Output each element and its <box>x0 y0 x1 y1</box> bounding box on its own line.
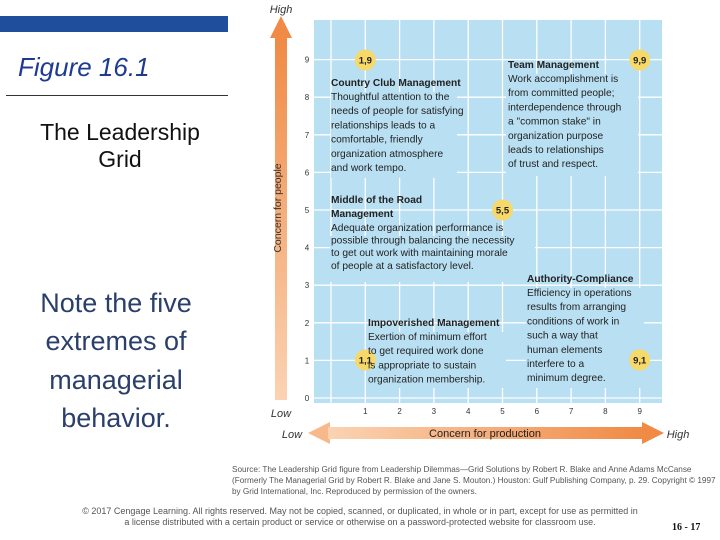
page-number: 16 - 17 <box>672 522 701 533</box>
style-body-line: and work tempo. <box>331 163 406 174</box>
style-body-line: leads to relationships <box>508 145 604 156</box>
style-badge-impoverished <box>354 349 376 371</box>
grid-content: 1,9 Country Club Management Thoughtful att… <box>330 49 651 388</box>
x-tick-label: 6 <box>535 407 540 416</box>
style-body-line: Work accomplishment is <box>508 74 618 85</box>
title-divider <box>6 95 228 96</box>
figure-title: Figure 16.1 <box>18 52 150 82</box>
style-badge-country-club <box>354 49 376 71</box>
x-axis-arrowhead-right <box>642 422 664 444</box>
style-body-line: a "common stake" in <box>508 117 601 128</box>
x-tick-label: 5 <box>500 407 505 416</box>
style-body-line: of people at a satisfactory level. <box>331 261 474 272</box>
y-axis-title: Concern for people <box>272 163 284 252</box>
text-backdrop <box>366 332 506 388</box>
x-tick-label: 4 <box>466 407 471 416</box>
y-tick-label: 0 <box>305 394 310 403</box>
style-body-line: from committed people; <box>508 88 614 99</box>
style-body-line: interdependence through <box>508 102 621 113</box>
y-axis-arrow <box>275 36 287 400</box>
copyright-notice: © 2017 Cengage Learning. All rights rese… <box>82 506 638 528</box>
x-tick-label: 8 <box>603 407 608 416</box>
style-body-line: is appropriate to sustain <box>368 360 476 371</box>
style-body-line: possible through balancing the necessity <box>331 236 515 247</box>
style-body-line: conditions of work in <box>527 316 619 327</box>
x-axis-high-label: High <box>667 429 690 441</box>
style-title-country-club: Country Club Management <box>331 78 461 89</box>
slide-subtitle: The Leadership Grid <box>40 119 200 172</box>
y-tick-label: 4 <box>305 244 310 253</box>
text-backdrop <box>330 236 535 282</box>
style-body-line: comfortable, friendly <box>331 135 424 146</box>
style-body-line: relationships leads to a <box>331 120 436 131</box>
x-tick-label: 2 <box>397 407 402 416</box>
x-tick-label: 9 <box>637 407 642 416</box>
style-body-line: interfere to a <box>527 359 585 370</box>
y-tick-label: 9 <box>305 56 310 65</box>
style-body-line: Thoughtful attention to the <box>331 92 450 103</box>
style-badge-label: 9,9 <box>633 56 646 67</box>
style-title-middle-road: Middle of the Road <box>331 195 422 206</box>
x-axis-arrow <box>328 427 644 439</box>
style-badge-label: 1,9 <box>359 56 372 67</box>
x-axis-arrowhead-left <box>308 422 330 444</box>
leadership-grid-diagram: High Low Concern for people Low High Concern … <box>270 4 690 444</box>
style-body-line: results from arranging <box>527 302 626 313</box>
style-body-line: of trust and respect. <box>508 159 598 170</box>
style-body-line: to get out work with maintaining morale <box>331 248 508 259</box>
style-body-line: such a way that <box>527 331 598 342</box>
y-axis-low-label: Low <box>271 408 292 420</box>
style-body-line: needs of people for satisfying <box>331 106 464 117</box>
y-tick-label: 7 <box>305 131 310 140</box>
style-title-authority: Authority-Compliance <box>527 274 634 285</box>
y-tick-label: 1 <box>305 356 310 365</box>
y-tick-label: 2 <box>305 319 310 328</box>
y-tick-label: 8 <box>305 93 310 102</box>
style-title-team: Team Management <box>508 60 600 71</box>
style-body-line: human elements <box>527 345 602 356</box>
x-tick-label: 1 <box>363 407 368 416</box>
style-body-line: Adequate organization performance is <box>331 223 503 234</box>
text-backdrop <box>526 288 644 388</box>
y-axis-arrowhead <box>270 16 292 38</box>
x-axis-low-label: Low <box>282 429 303 441</box>
style-body-line: organization atmosphere <box>331 149 443 160</box>
style-badge-authority <box>629 349 651 371</box>
style-badge-label: 9,1 <box>633 356 647 367</box>
style-body-line: Exertion of minimum effort <box>368 332 487 343</box>
style-body-line: organization purpose <box>508 131 603 142</box>
title-accent-bar <box>0 16 228 32</box>
y-tick-label: 6 <box>305 168 310 177</box>
slide-note: Note the five extremes of managerial beh… <box>40 288 192 433</box>
style-title-impoverished: Impoverished Management <box>368 318 500 329</box>
y-tick-label: 5 <box>305 206 310 215</box>
style-body-line: minimum degree. <box>527 373 606 384</box>
style-body-line: to get required work done <box>368 346 484 357</box>
text-backdrop <box>506 74 638 176</box>
source-citation: Source: The Leadership Grid figure from … <box>232 465 716 497</box>
x-tick-label: 7 <box>569 407 574 416</box>
text-backdrop <box>331 92 457 178</box>
style-badge-label: 1,1 <box>359 356 373 367</box>
style-title-middle-road: Management <box>331 209 394 220</box>
style-badge-label: 5,5 <box>496 206 510 217</box>
style-body-line: organization membership. <box>368 375 485 386</box>
x-axis-title: Concern for production <box>429 428 541 440</box>
y-tick-label: 3 <box>305 281 310 290</box>
style-badge-middle-road <box>492 199 513 221</box>
style-badge-team <box>629 49 651 71</box>
x-tick-label: 3 <box>432 407 437 416</box>
style-body-line: Efficiency in operations <box>527 288 632 299</box>
y-axis-high-label: High <box>270 4 293 16</box>
grid-axes: High Low Concern for people Low High Concern … <box>270 4 690 444</box>
